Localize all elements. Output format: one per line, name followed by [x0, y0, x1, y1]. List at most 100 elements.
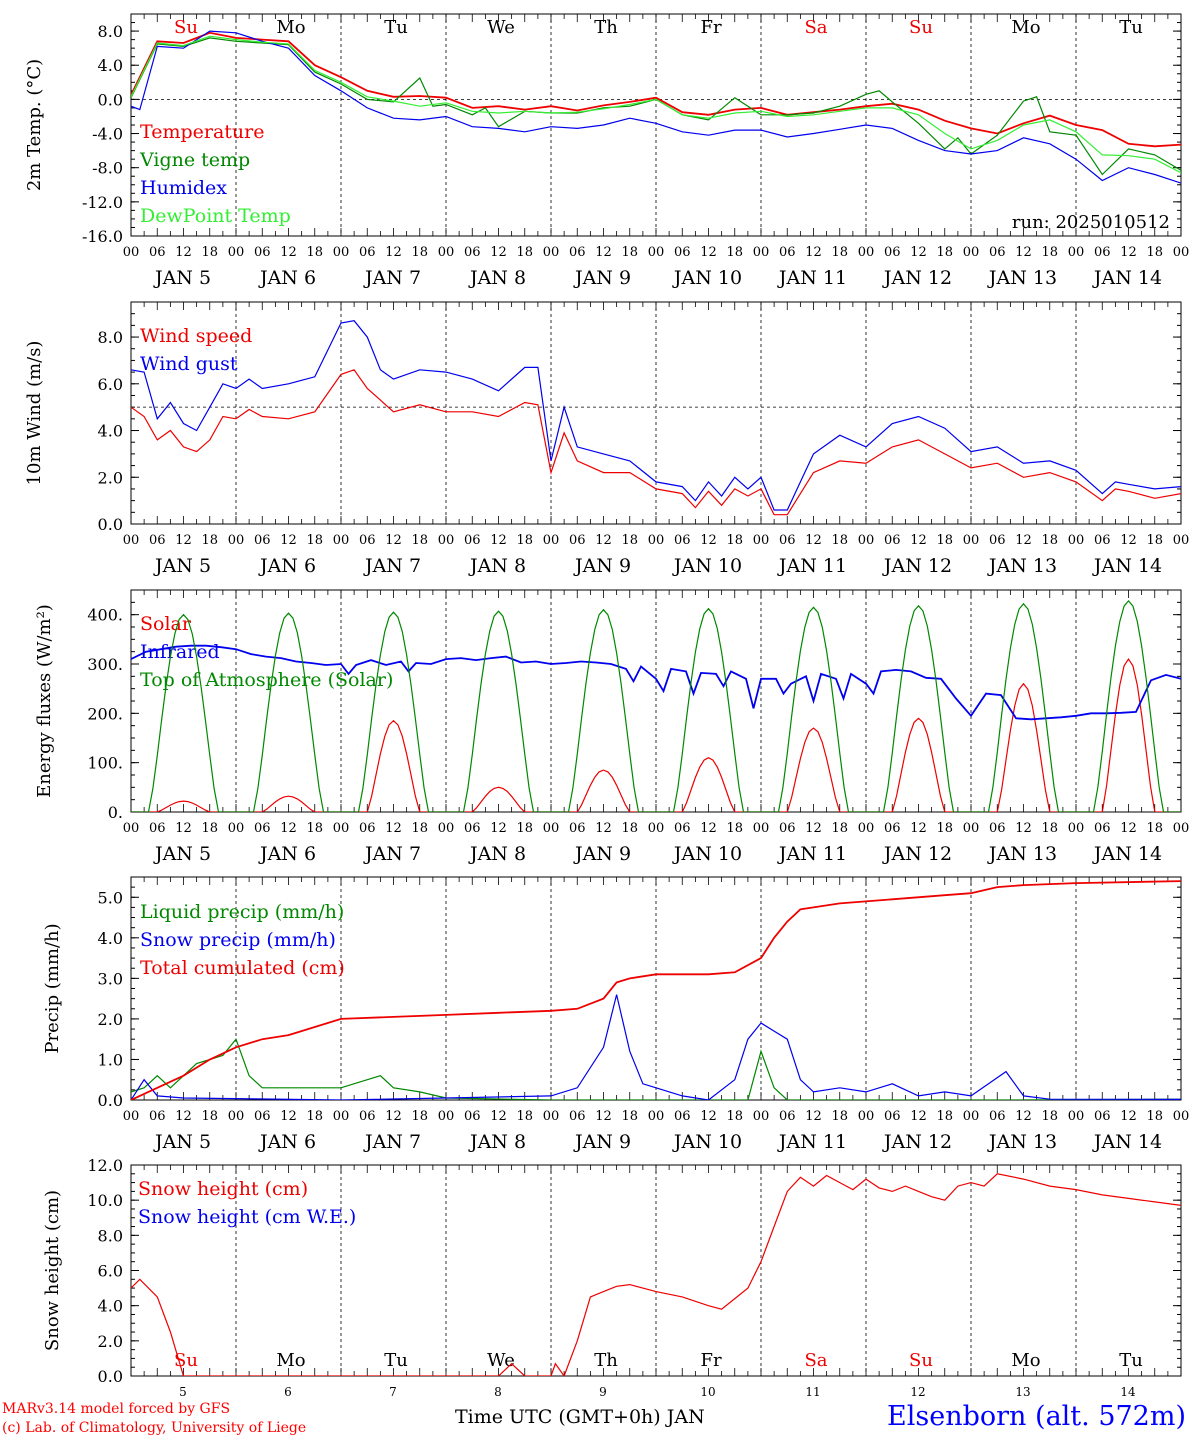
hour-tick-label: 00 — [228, 245, 245, 260]
hour-tick-label: 18 — [726, 1109, 743, 1124]
legend-entry: Snow precip (mm/h) — [140, 929, 336, 951]
hour-tick-label: 00 — [648, 245, 665, 260]
hour-tick-label: 18 — [1146, 1109, 1163, 1124]
hour-tick-label: 18 — [936, 245, 953, 260]
hour-tick-label: 18 — [1146, 533, 1163, 548]
legend-entry: Humidex — [140, 177, 227, 199]
hour-tick-label: 18 — [306, 533, 323, 548]
day-name-label: Tu — [1119, 1350, 1143, 1371]
hour-tick-label: 00 — [648, 533, 665, 548]
hour-tick-label: 00 — [1173, 533, 1190, 548]
y-tick-label: 200. — [87, 704, 123, 723]
hour-tick-label: 06 — [779, 1109, 796, 1124]
hour-tick-label: 00 — [1068, 1109, 1085, 1124]
hour-tick-label: 06 — [359, 245, 376, 260]
hour-tick-label: 06 — [464, 245, 481, 260]
day-number-label: 13 — [1015, 1385, 1030, 1399]
series-line — [131, 35, 1181, 174]
hour-tick-label: 00 — [753, 533, 770, 548]
hour-tick-label: 06 — [779, 821, 796, 836]
date-label: JAN 7 — [363, 1131, 421, 1153]
hour-tick-label: 12 — [1120, 533, 1137, 548]
hour-tick-label: 00 — [858, 821, 875, 836]
y-tick-label: 100. — [87, 754, 123, 773]
y-tick-label: -12.0 — [82, 193, 123, 212]
legend-entry: Temperature — [140, 121, 264, 143]
hour-tick-label: 06 — [989, 533, 1006, 548]
hour-tick-label: 12 — [175, 245, 192, 260]
hour-tick-label: 00 — [648, 1109, 665, 1124]
date-label: JAN 8 — [468, 267, 526, 289]
lab-credit: (c) Lab. of Climatology, University of L… — [2, 1420, 307, 1436]
hour-tick-label: 18 — [726, 533, 743, 548]
date-label: JAN 6 — [258, 267, 316, 289]
series-line — [131, 37, 1181, 176]
y-tick-label: 4.0 — [98, 56, 123, 75]
hour-tick-label: 12 — [280, 1109, 297, 1124]
hour-tick-label: 12 — [175, 1109, 192, 1124]
day-number-label: 6 — [284, 1385, 292, 1399]
day-name-label: Tu — [384, 1350, 408, 1371]
hour-tick-label: 06 — [464, 533, 481, 548]
hour-tick-label: 12 — [280, 821, 297, 836]
day-number-label: 7 — [389, 1385, 397, 1399]
date-label: JAN 10 — [672, 1131, 742, 1153]
date-label: JAN 7 — [363, 843, 421, 865]
hour-tick-label: 12 — [595, 821, 612, 836]
hour-tick-label: 12 — [910, 533, 927, 548]
hour-tick-label: 12 — [700, 1109, 717, 1124]
hour-tick-label: 18 — [306, 821, 323, 836]
y-tick-label: 10.0 — [87, 1191, 123, 1210]
day-name-label: Fr — [700, 17, 721, 38]
hour-tick-label: 18 — [1041, 821, 1058, 836]
hour-tick-label: 06 — [149, 821, 166, 836]
hour-tick-label: 18 — [1146, 245, 1163, 260]
hour-tick-label: 00 — [123, 245, 140, 260]
date-label: JAN 5 — [153, 555, 211, 577]
date-label: JAN 8 — [468, 1131, 526, 1153]
hour-tick-label: 12 — [805, 1109, 822, 1124]
hour-tick-label: 18 — [831, 1109, 848, 1124]
legend-entry: Wind speed — [140, 325, 252, 347]
hour-tick-label: 12 — [595, 533, 612, 548]
hour-tick-label: 00 — [123, 1109, 140, 1124]
hour-tick-label: 18 — [831, 821, 848, 836]
date-label: JAN 5 — [153, 267, 211, 289]
hour-tick-label: 12 — [700, 533, 717, 548]
hour-tick-label: 18 — [831, 533, 848, 548]
hour-tick-label: 12 — [280, 245, 297, 260]
hour-tick-label: 18 — [306, 245, 323, 260]
hour-tick-label: 00 — [543, 533, 560, 548]
hour-tick-label: 18 — [1041, 1109, 1058, 1124]
hour-tick-label: 00 — [858, 533, 875, 548]
hour-tick-label: 12 — [1015, 821, 1032, 836]
date-label: JAN 5 — [153, 843, 211, 865]
y-tick-label: 0.0 — [98, 1367, 123, 1386]
hour-tick-label: 00 — [1173, 245, 1190, 260]
y-tick-label: 8.0 — [98, 1226, 123, 1245]
hour-tick-label: 06 — [569, 245, 586, 260]
y-axis-label: Snow height (cm) — [42, 1190, 63, 1351]
hour-tick-label: 18 — [516, 533, 533, 548]
hour-tick-label: 00 — [228, 1109, 245, 1124]
y-axis-label: Precip (mm/h) — [42, 923, 63, 1053]
hour-tick-label: 18 — [831, 245, 848, 260]
hour-tick-label: 12 — [490, 533, 507, 548]
date-label: JAN 14 — [1092, 1131, 1162, 1153]
legend-entry: Infrared — [140, 641, 220, 663]
y-tick-label: 0. — [108, 803, 123, 822]
hour-tick-label: 12 — [805, 533, 822, 548]
hour-tick-label: 18 — [621, 533, 638, 548]
y-tick-label: 0.0 — [98, 515, 123, 534]
date-label: JAN 7 — [363, 555, 421, 577]
y-tick-label: 1.0 — [98, 1050, 123, 1069]
hour-tick-label: 18 — [411, 245, 428, 260]
y-axis-label: 2m Temp. (°C) — [24, 59, 45, 191]
hour-tick-label: 18 — [516, 821, 533, 836]
hour-tick-label: 12 — [385, 821, 402, 836]
hour-tick-label: 06 — [1094, 821, 1111, 836]
date-label: JAN 6 — [258, 1131, 316, 1153]
hour-tick-label: 18 — [306, 1109, 323, 1124]
hour-tick-label: 12 — [595, 1109, 612, 1124]
day-name-label: Th — [594, 17, 618, 38]
